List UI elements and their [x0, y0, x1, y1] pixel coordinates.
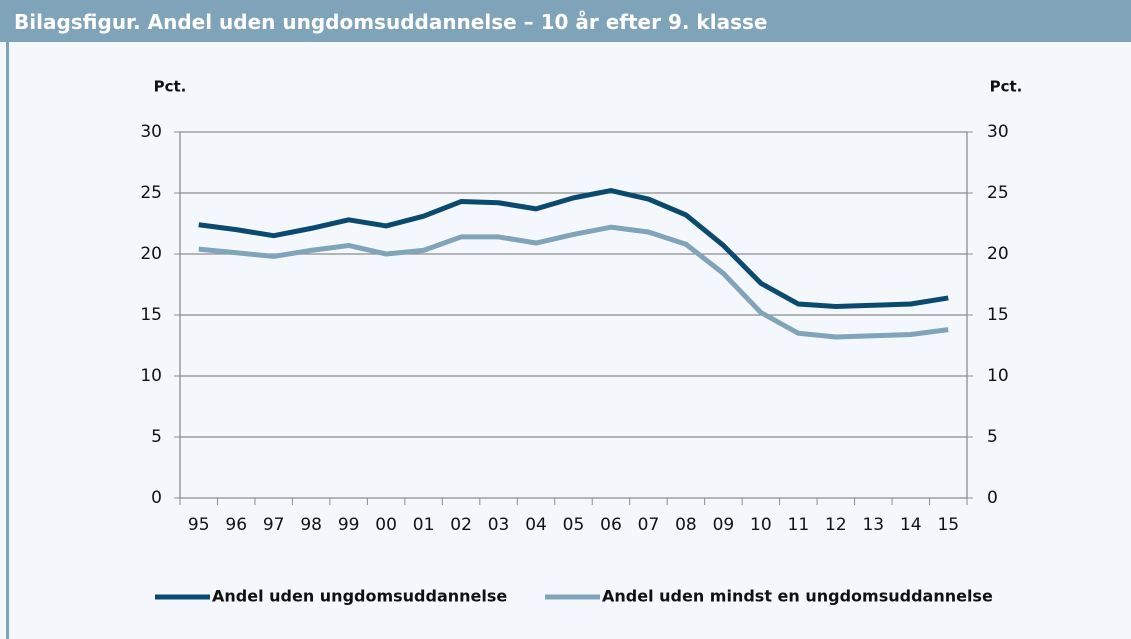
- x-tick-label: 96: [225, 515, 247, 535]
- x-tick-label: 14: [900, 515, 922, 535]
- x-tick-label: 95: [188, 515, 210, 535]
- y2-tick-label: 25: [987, 183, 1009, 203]
- series-line: [198, 224, 949, 340]
- x-tick-label: 03: [488, 515, 510, 535]
- x-tick-label: 06: [600, 515, 622, 535]
- series-line: [198, 188, 949, 309]
- y-tick-label: 30: [140, 122, 162, 142]
- x-tick-label: 98: [300, 515, 322, 535]
- x-tick-label: 00: [375, 515, 397, 535]
- chart-title: Bilagsfigur. Andel uden ungdomsuddannels…: [0, 0, 1131, 42]
- y-tick-label: 20: [140, 244, 162, 264]
- x-tick-label: 09: [713, 515, 735, 535]
- y-tick-label: 5: [151, 427, 162, 447]
- y-tick-label: 15: [140, 305, 162, 325]
- y2-tick-label: 20: [987, 244, 1009, 264]
- x-tick-label: 01: [413, 515, 435, 535]
- x-tick-label: 15: [937, 515, 959, 535]
- x-tick-label: 13: [862, 515, 884, 535]
- legend-label: Andel uden ungdomsuddannelse: [212, 587, 507, 606]
- x-tick-label: 02: [450, 515, 472, 535]
- y2-tick-label: 15: [987, 305, 1009, 325]
- left-border: [6, 42, 9, 639]
- y2-axis-label: Pct.: [990, 78, 1023, 96]
- y2-tick-label: 30: [987, 122, 1009, 142]
- x-tick-label: 07: [638, 515, 660, 535]
- x-tick-label: 08: [675, 515, 697, 535]
- y-tick-label: 10: [140, 366, 162, 386]
- y2-tick-label: 5: [987, 427, 998, 447]
- x-tick-label: 05: [563, 515, 585, 535]
- x-tick-label: 97: [263, 515, 285, 535]
- y2-tick-label: 10: [987, 366, 1009, 386]
- y2-tick-label: 0: [987, 488, 998, 508]
- legend-label: Andel uden mindst en ungdomsuddannelse: [602, 587, 993, 606]
- x-tick-label: 04: [525, 515, 547, 535]
- y-axis-label: Pct.: [154, 78, 187, 96]
- x-tick-label: 10: [750, 515, 772, 535]
- x-tick-label: 99: [338, 515, 360, 535]
- x-tick-label: 12: [825, 515, 847, 535]
- x-tick-label: 11: [788, 515, 810, 535]
- y-tick-label: 0: [151, 488, 162, 508]
- y-tick-label: 25: [140, 183, 162, 203]
